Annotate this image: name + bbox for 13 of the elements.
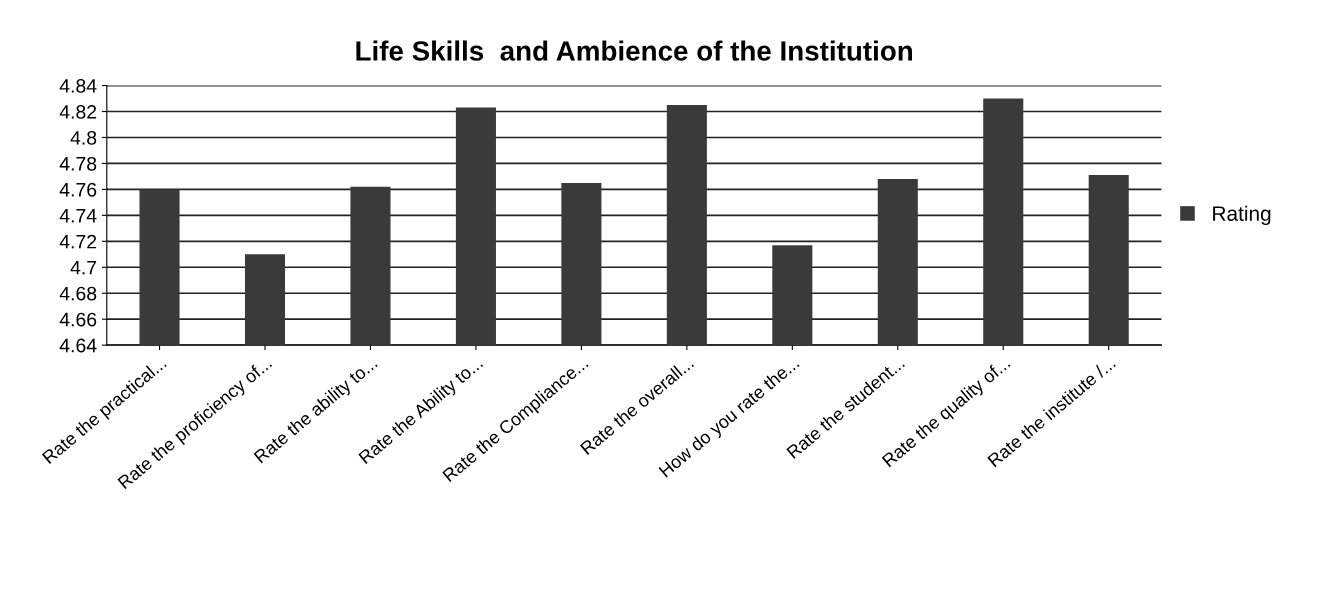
y-tick-label: 4.84 <box>59 79 97 93</box>
y-tick-label: 4.64 <box>59 338 97 353</box>
y-tick-label: 4.7 <box>70 260 97 275</box>
chart-title: Life Skills and Ambience of the Institution <box>356 40 913 61</box>
y-tick-label: 4.82 <box>59 104 97 119</box>
legend-label: Rating <box>1213 205 1271 226</box>
y-tick-label: 4.66 <box>59 312 97 327</box>
y-tick-label: 4.78 <box>59 156 97 171</box>
y-tick-label: 4.74 <box>59 209 97 223</box>
y-tick-label: 4.68 <box>59 286 97 301</box>
y-tick-label: 4.8 <box>70 130 97 145</box>
y-tick-label: 4.76 <box>59 182 97 197</box>
y-tick-label: 4.72 <box>59 234 97 249</box>
